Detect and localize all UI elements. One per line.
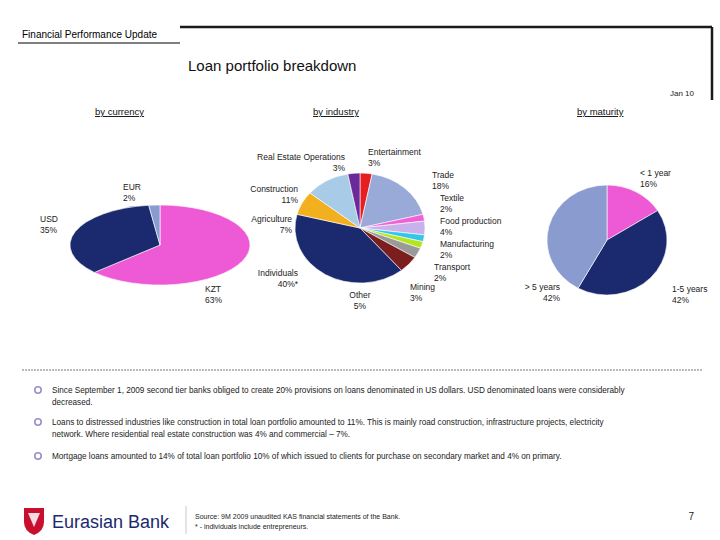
data-label: 3% xyxy=(410,293,423,303)
bullet xyxy=(35,453,41,459)
pie-labels: < 1 year16%1-5 years42%> 5 years42% xyxy=(525,168,708,305)
pie-slice xyxy=(348,173,360,228)
header-bar xyxy=(180,26,712,29)
page-number: 7 xyxy=(688,511,694,522)
header-rule xyxy=(18,43,180,44)
footer: Eurasian Bank Source: 9M 2009 unaudited K… xyxy=(24,506,694,535)
pie-chart: by currency KZT63% USD35% EUR2% xyxy=(40,106,250,305)
category-label: Construction xyxy=(250,184,298,194)
note-text: network. Where residential real estate c… xyxy=(52,430,350,439)
data-label: 2% xyxy=(440,250,453,260)
data-label: 2% xyxy=(440,204,453,214)
category-label: Trade xyxy=(432,170,454,180)
category-label: KZT xyxy=(205,284,221,294)
category-label: Real Estate Operations xyxy=(257,152,345,162)
category-label: EUR xyxy=(123,182,141,192)
pie-chart: by industryEntertainment3%Trade18%Textil… xyxy=(250,106,501,311)
category-label: Individuals xyxy=(258,268,298,278)
data-label: 18% xyxy=(432,181,449,191)
category-label: Textile xyxy=(440,193,464,203)
pie-slice xyxy=(70,205,160,272)
category-label: > 5 years xyxy=(525,282,560,292)
data-label: 42% xyxy=(543,293,560,303)
category-label: Transport xyxy=(434,262,471,272)
data-label: 2% xyxy=(123,193,136,203)
slice-group xyxy=(547,185,667,295)
slices xyxy=(295,173,425,283)
bullet xyxy=(35,387,41,393)
category-label: Manufacturing xyxy=(440,239,494,249)
slices xyxy=(547,185,667,295)
pie-slice xyxy=(149,205,160,245)
slice-group xyxy=(295,173,425,283)
pie-labels: Entertainment3%Trade18%Textile2%Food pro… xyxy=(250,147,501,311)
chart-title: by industry xyxy=(313,106,359,117)
pie-chart: by maturity< 1 year16%1-5 years42%> 5 ye… xyxy=(525,106,708,305)
date: Jan 10 xyxy=(670,89,695,98)
note-text: decreased. xyxy=(52,398,93,407)
data-label: 11% xyxy=(282,195,299,205)
data-label: 42% xyxy=(672,295,689,305)
note-text: Since September 1, 2009 second tier bank… xyxy=(52,386,625,395)
chart-title: by maturity xyxy=(577,106,624,117)
category-label: < 1 year xyxy=(640,168,671,178)
data-label: 5% xyxy=(354,301,367,311)
data-label: 40%* xyxy=(278,279,299,289)
note-text: Loans to distressed industries like cons… xyxy=(52,418,605,427)
logo-shield xyxy=(24,508,44,535)
data-label: 16% xyxy=(640,179,657,189)
source: Source: 9M 2009 unaudited KAS financial … xyxy=(195,513,400,520)
data-label: 3% xyxy=(368,158,381,168)
note-text: Mortgage loans amounted to 14% of total … xyxy=(52,452,562,461)
slide-title: Loan portfolio breakdown xyxy=(188,57,356,74)
notes: Since September 1, 2009 second tier bank… xyxy=(35,386,626,461)
data-label: 4% xyxy=(440,227,453,237)
logo-text: Eurasian Bank xyxy=(52,512,170,532)
footnote: * - individuals include entrepreneurs. xyxy=(195,523,308,531)
category-label: Agriculture xyxy=(251,214,292,224)
slice-group xyxy=(70,205,250,285)
category-label: 1-5 years xyxy=(672,284,707,294)
data-label: 7% xyxy=(280,225,293,235)
separator xyxy=(22,370,702,371)
data-label: 63% xyxy=(205,295,222,305)
header-bar-side xyxy=(711,27,714,100)
category-label: Other xyxy=(349,290,370,300)
data-label: 2% xyxy=(434,273,447,283)
footer-divider xyxy=(186,506,187,534)
data-label: 35% xyxy=(40,225,57,235)
pie-labels: KZT63% USD35% EUR2% xyxy=(40,182,222,305)
slices xyxy=(70,205,250,285)
section-title: Financial Performance Update xyxy=(22,29,158,40)
header: Financial Performance Update Loan portfol… xyxy=(18,27,712,100)
category-label: Food production xyxy=(440,216,502,226)
pie-slice xyxy=(310,174,360,228)
category-label: USD xyxy=(40,214,58,224)
category-label: Mining xyxy=(410,282,435,292)
bullet xyxy=(35,419,41,425)
category-label: Entertainment xyxy=(368,147,422,157)
data-label: 3% xyxy=(333,163,346,173)
chart-title: by currency xyxy=(95,106,144,117)
logo-mark xyxy=(28,513,40,527)
pie-slice xyxy=(547,185,607,288)
slide: Financial Performance Update Loan portfol… xyxy=(0,0,720,540)
